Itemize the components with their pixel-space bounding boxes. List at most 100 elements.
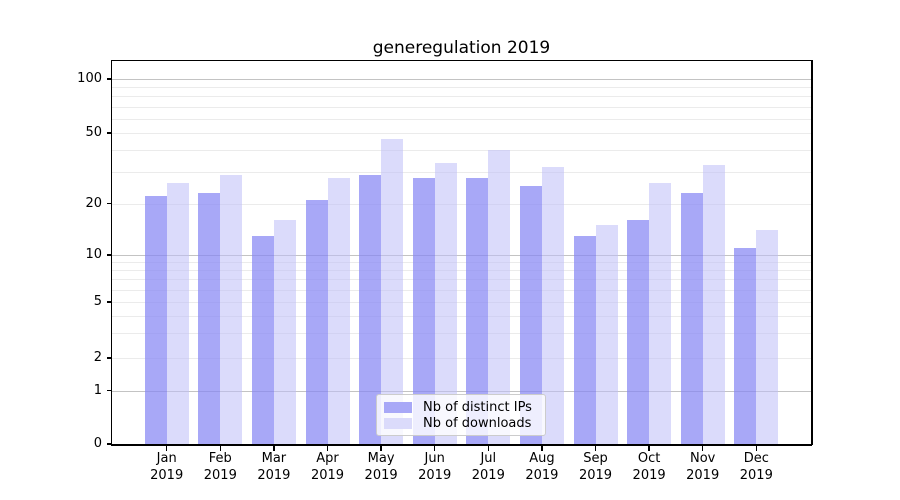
x-label-month: Apr (316, 451, 339, 466)
x-tick-nov (701, 445, 704, 451)
y-tick-20 (107, 202, 112, 205)
gridline-major-1 (112, 390, 811, 392)
legend-item-distinct-ips: Nb of distinct IPs (384, 399, 537, 415)
x-label-month: Sep (583, 451, 608, 466)
x-label-year: 2019 (257, 468, 291, 483)
plot-area: Nb of distinct IPs Nb of downloads (110, 59, 813, 446)
x-tick-label-jan: Jan 2019 (135, 450, 199, 484)
y-tick-label-0: 0 (93, 436, 102, 451)
y-tick-label-100: 100 (77, 71, 102, 86)
bar-downloads-may (381, 139, 404, 444)
bar-distinct-ips-jan (144, 196, 167, 444)
y-tick-0 (107, 443, 112, 445)
x-label-month: Oct (637, 451, 661, 466)
x-label-year: 2019 (364, 468, 398, 483)
y-tick-label-5: 5 (93, 294, 102, 309)
x-tick-label-feb: Feb 2019 (188, 450, 252, 484)
gridline-minor-50 (112, 133, 811, 134)
bar-downloads-aug (541, 167, 564, 444)
gridline-minor-2 (112, 358, 811, 359)
gridline-minor-60 (112, 118, 811, 120)
y-tick-label-20: 20 (85, 195, 102, 211)
x-label-month: Nov (690, 451, 716, 466)
bar-downloads-oct (649, 183, 672, 444)
axis-spine-bottom (111, 444, 812, 446)
x-tick-oct (648, 445, 650, 451)
x-tick-jan (165, 445, 168, 451)
bar-downloads-nov (702, 165, 725, 444)
bar-distinct-ips-jun (412, 177, 435, 444)
y-tick-label-10: 10 (85, 247, 102, 262)
gridline-minor-70 (112, 106, 811, 108)
legend-swatch-downloads (384, 417, 412, 429)
legend-item-downloads: Nb of downloads (384, 415, 537, 431)
x-label-year: 2019 (418, 468, 452, 483)
bar-downloads-mar (273, 220, 296, 444)
x-tick-mar (273, 445, 275, 451)
bar-distinct-ips-dec (734, 247, 757, 444)
x-label-month: Aug (529, 451, 555, 466)
bar-distinct-ips-mar (251, 235, 274, 444)
x-label-month: Mar (261, 451, 287, 466)
x-label-month: Jul (480, 451, 497, 466)
y-tick-label-2: 2 (93, 350, 102, 365)
x-label-year: 2019 (471, 468, 505, 483)
gridline-minor-90 (112, 87, 811, 89)
x-label-month: Jun (424, 451, 445, 466)
x-label-year: 2019 (578, 468, 613, 483)
legend: Nb of distinct IPs Nb of downloads (376, 394, 546, 436)
x-tick-label-sep: Sep 2019 (564, 450, 628, 484)
x-label-month: Feb (208, 451, 232, 466)
y-tick-10 (107, 254, 112, 256)
bar-downloads-dec (756, 230, 779, 444)
gridline-minor-4 (112, 315, 811, 317)
x-tick-jun (433, 445, 436, 451)
x-tick-sep (594, 445, 597, 451)
bar-downloads-sep (595, 224, 618, 444)
x-label-year: 2019 (310, 468, 345, 483)
x-tick-label-jul: Jul 2019 (456, 450, 520, 484)
gridline-minor-7 (112, 279, 811, 281)
y-tick-5 (107, 301, 112, 303)
x-label-year: 2019 (525, 468, 559, 483)
x-tick-label-mar: Mar 2019 (242, 450, 306, 484)
bar-downloads-jun (434, 162, 457, 444)
bar-distinct-ips-oct (627, 220, 650, 444)
x-tick-feb (219, 445, 222, 451)
gridline-minor-40 (112, 150, 811, 152)
x-tick-label-dec: Dec 2019 (724, 450, 788, 484)
axis-spine-right (811, 60, 813, 445)
bar-distinct-ips-feb (198, 192, 221, 444)
x-tick-label-may: May 2019 (349, 450, 413, 484)
x-tick-apr (326, 445, 329, 451)
x-label-year: 2019 (203, 468, 237, 483)
bar-distinct-ips-apr (305, 199, 328, 444)
x-label-month: Dec (743, 451, 769, 466)
x-label-year: 2019 (686, 468, 720, 483)
legend-label-downloads: Nb of downloads (423, 415, 532, 431)
y-tick-label-1: 1 (93, 382, 102, 398)
gridline-minor-5 (112, 302, 811, 303)
x-tick-label-nov: Nov 2019 (671, 450, 735, 484)
gridline-minor-20 (112, 203, 811, 205)
x-tick-aug (541, 445, 543, 451)
axis-spine-left (110, 60, 112, 445)
x-tick-jul (487, 445, 490, 451)
bar-distinct-ips-jul (466, 177, 489, 444)
x-tick-label-apr: Apr 2019 (296, 450, 360, 484)
axis-spine-top (111, 59, 812, 61)
y-tick-100 (107, 78, 112, 80)
x-label-year: 2019 (739, 468, 773, 483)
gridline-major-100 (112, 79, 811, 80)
gridline-major-10 (112, 255, 811, 256)
bar-distinct-ips-nov (680, 192, 703, 444)
x-label-year: 2019 (150, 468, 184, 483)
x-tick-label-oct: Oct 2019 (617, 450, 681, 484)
gridline-minor-30 (112, 172, 811, 174)
x-label-month: May (367, 451, 395, 466)
x-tick-may (380, 445, 382, 451)
bar-downloads-jul (488, 150, 511, 444)
y-tick-label-50: 50 (85, 125, 102, 140)
x-label-month: Jan (156, 451, 177, 466)
